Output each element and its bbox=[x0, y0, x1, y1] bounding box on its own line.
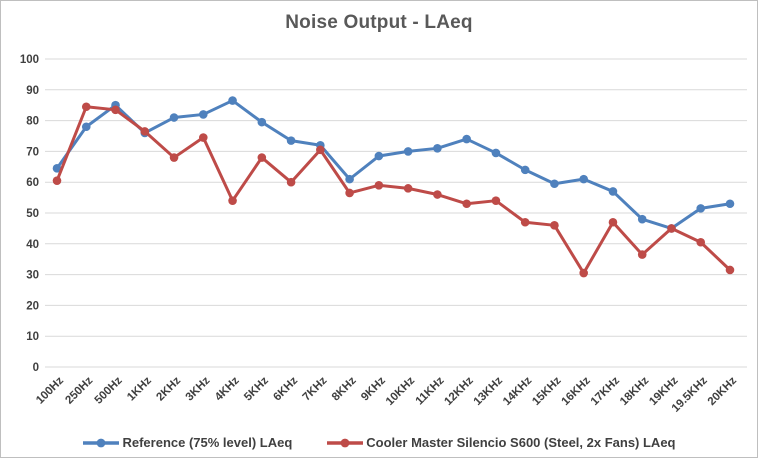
x-tick-label: 7KHz bbox=[301, 374, 330, 403]
data-point-marker bbox=[286, 136, 296, 145]
chart-title: Noise Output - LAeq bbox=[285, 12, 473, 33]
data-point-marker bbox=[140, 127, 150, 136]
legend-label-reference: Reference (75% level) LAeq bbox=[122, 435, 293, 450]
chart-legend: Reference (75% level) LAeq Cooler Master… bbox=[1, 435, 757, 450]
x-tick-label: 11KHz bbox=[414, 374, 447, 407]
data-point-marker bbox=[433, 144, 442, 153]
legend-item-silencio: Cooler Master Silencio S600 (Steel, 2x F… bbox=[326, 435, 676, 450]
legend-swatch-line-marker-red bbox=[327, 438, 364, 447]
y-tick-label: 90 bbox=[26, 85, 39, 97]
x-tick-label: 16KHz bbox=[559, 374, 593, 408]
data-point-marker bbox=[257, 117, 267, 127]
data-point-marker bbox=[403, 147, 413, 156]
y-tick-label: 30 bbox=[26, 270, 39, 282]
data-point-marker bbox=[316, 145, 325, 155]
x-tick-label: 3KHz bbox=[184, 374, 213, 403]
data-point-marker bbox=[52, 164, 62, 173]
x-tick-label: 4KHz bbox=[213, 374, 242, 403]
series-line-1 bbox=[55, 105, 732, 275]
data-point-marker bbox=[696, 237, 706, 247]
y-tick-label: 40 bbox=[26, 239, 39, 251]
data-point-marker bbox=[199, 110, 208, 119]
x-tick-label: 250Hz bbox=[63, 374, 95, 406]
x-tick-label: 14KHz bbox=[501, 374, 535, 408]
y-tick-label: 20 bbox=[26, 300, 39, 312]
data-point-marker bbox=[550, 221, 559, 230]
data-point-marker bbox=[608, 187, 618, 196]
data-point-marker bbox=[491, 148, 501, 158]
x-tick-label: 15KHz bbox=[530, 374, 564, 408]
legend-swatch-line-marker-blue bbox=[83, 438, 120, 447]
data-point-marker bbox=[491, 196, 501, 205]
x-tick-label: 17KHz bbox=[589, 374, 623, 408]
data-point-marker bbox=[374, 151, 384, 161]
data-point-marker bbox=[579, 268, 588, 278]
data-point-marker bbox=[81, 102, 91, 112]
data-point-marker bbox=[637, 214, 647, 224]
data-point-marker bbox=[111, 105, 120, 115]
data-point-marker bbox=[579, 174, 588, 184]
x-tick-label: 1KHz bbox=[125, 374, 154, 403]
x-tick-label: 5KHz bbox=[242, 374, 271, 403]
data-point-marker bbox=[520, 217, 530, 227]
y-tick-label: 0 bbox=[33, 362, 39, 374]
data-point-marker bbox=[52, 176, 62, 185]
data-point-marker bbox=[520, 165, 530, 175]
series-line-0 bbox=[55, 99, 732, 230]
data-point-marker bbox=[169, 153, 179, 162]
data-point-marker bbox=[637, 250, 647, 259]
x-tick-label: 12KHz bbox=[442, 374, 476, 408]
legend-label-silencio: Cooler Master Silencio S600 (Steel, 2x F… bbox=[366, 435, 676, 450]
data-point-marker bbox=[608, 217, 618, 227]
data-point-marker bbox=[462, 134, 471, 144]
y-tick-label: 60 bbox=[26, 177, 39, 189]
data-point-marker bbox=[462, 199, 471, 209]
x-tick-label: 2KHz bbox=[154, 374, 183, 403]
y-tick-label: 10 bbox=[26, 331, 39, 343]
y-tick-label: 50 bbox=[26, 208, 39, 220]
data-point-marker bbox=[199, 133, 208, 142]
data-point-marker bbox=[169, 113, 179, 122]
y-tick-label: 100 bbox=[20, 54, 39, 66]
data-point-marker bbox=[374, 180, 384, 190]
y-tick-label: 80 bbox=[26, 116, 39, 128]
x-tick-label: 6KHz bbox=[271, 374, 300, 403]
x-tick-label: 20KHz bbox=[706, 374, 740, 408]
data-point-marker bbox=[345, 174, 354, 184]
data-point-marker bbox=[667, 224, 676, 233]
data-point-marker bbox=[81, 122, 91, 132]
data-point-marker bbox=[257, 153, 267, 162]
x-tick-label: 13KHz bbox=[472, 374, 506, 408]
x-tick-label: 8KHz bbox=[330, 374, 359, 403]
x-tick-label: 500Hz bbox=[93, 374, 125, 406]
data-point-marker bbox=[550, 179, 559, 189]
data-point-marker bbox=[725, 265, 735, 275]
data-point-marker bbox=[228, 96, 237, 105]
data-point-marker bbox=[228, 196, 237, 205]
data-point-marker bbox=[286, 177, 296, 187]
data-point-marker bbox=[345, 188, 354, 198]
data-point-marker bbox=[696, 204, 706, 213]
data-point-marker bbox=[725, 199, 735, 209]
legend-item-reference: Reference (75% level) LAeq bbox=[82, 435, 292, 450]
x-tick-label: 100Hz bbox=[34, 374, 66, 406]
y-tick-label: 70 bbox=[26, 146, 39, 158]
x-tick-label: 10KHz bbox=[384, 374, 418, 408]
x-tick-label: 18KHz bbox=[618, 374, 652, 408]
data-point-marker bbox=[403, 184, 413, 193]
data-point-marker bbox=[433, 190, 442, 199]
